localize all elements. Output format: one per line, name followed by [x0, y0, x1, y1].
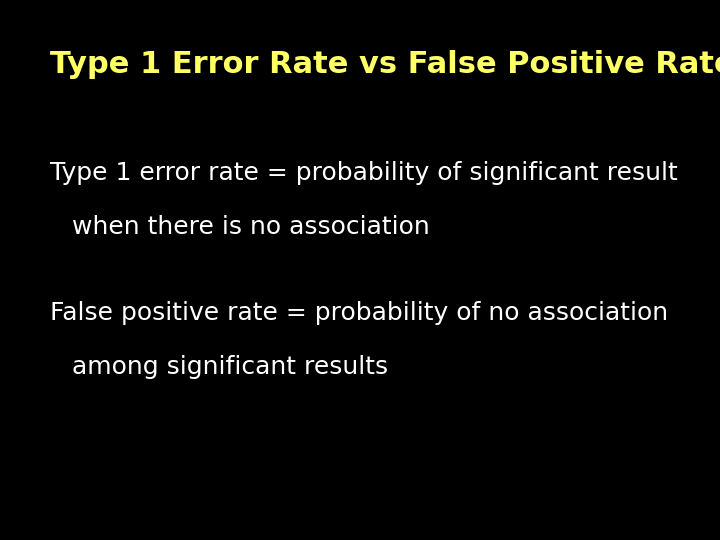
Text: among significant results: among significant results — [72, 355, 388, 379]
Text: Type 1 Error Rate vs False Positive Rate: Type 1 Error Rate vs False Positive Rate — [50, 50, 720, 79]
Text: when there is no association: when there is no association — [72, 215, 430, 239]
Text: False positive rate = probability of no association: False positive rate = probability of no … — [50, 301, 669, 325]
Text: Type 1 error rate = probability of significant result: Type 1 error rate = probability of signi… — [50, 161, 678, 185]
